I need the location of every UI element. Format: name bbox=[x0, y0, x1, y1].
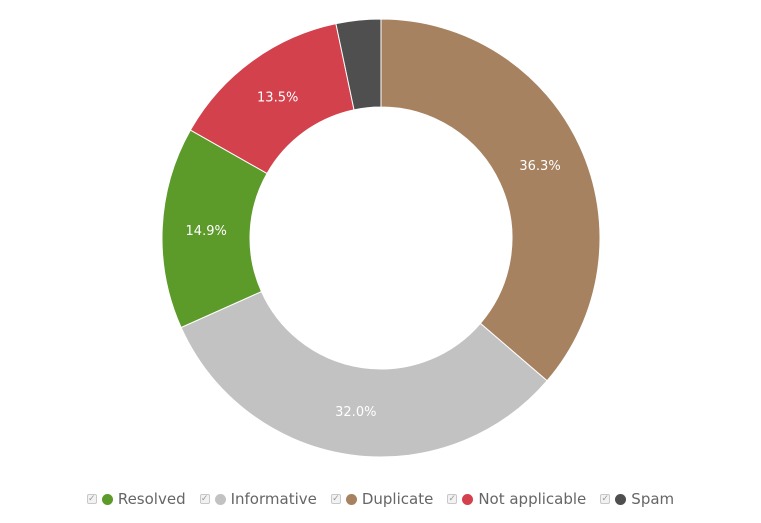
legend-item-duplicate[interactable]: ✓ Duplicate bbox=[331, 490, 433, 508]
legend-checkbox-duplicate[interactable]: ✓ bbox=[331, 494, 341, 504]
donut-chart: 36.3% 32.0% 14.9% 13.5% bbox=[0, 0, 761, 480]
legend-item-resolved[interactable]: ✓ Resolved bbox=[87, 490, 186, 508]
legend-swatch-resolved bbox=[102, 494, 113, 505]
legend-label-informative: Informative bbox=[231, 490, 317, 508]
legend-label-spam: Spam bbox=[631, 490, 674, 508]
legend-checkbox-spam[interactable]: ✓ bbox=[600, 494, 610, 504]
legend-checkbox-resolved[interactable]: ✓ bbox=[87, 494, 97, 504]
slice-label-duplicate: 36.3% bbox=[519, 159, 560, 174]
legend-swatch-spam bbox=[615, 494, 626, 505]
legend-item-not-applicable[interactable]: ✓ Not applicable bbox=[447, 490, 586, 508]
legend-label-not-applicable: Not applicable bbox=[478, 490, 586, 508]
legend-swatch-informative bbox=[215, 494, 226, 505]
legend-checkbox-informative[interactable]: ✓ bbox=[200, 494, 210, 504]
slice-duplicate[interactable] bbox=[381, 19, 600, 381]
slice-label-not-applicable: 13.5% bbox=[257, 91, 298, 106]
slice-label-resolved: 14.9% bbox=[186, 224, 227, 239]
chart-legend: ✓ Resolved ✓ Informative ✓ Duplicate ✓ N… bbox=[0, 487, 761, 511]
legend-checkbox-not-applicable[interactable]: ✓ bbox=[447, 494, 457, 504]
legend-item-informative[interactable]: ✓ Informative bbox=[200, 490, 317, 508]
legend-swatch-not-applicable bbox=[462, 494, 473, 505]
legend-item-spam[interactable]: ✓ Spam bbox=[600, 490, 674, 508]
legend-swatch-duplicate bbox=[346, 494, 357, 505]
donut-slices bbox=[162, 19, 600, 457]
legend-label-resolved: Resolved bbox=[118, 490, 186, 508]
slice-label-informative: 32.0% bbox=[335, 405, 376, 420]
legend-label-duplicate: Duplicate bbox=[362, 490, 433, 508]
